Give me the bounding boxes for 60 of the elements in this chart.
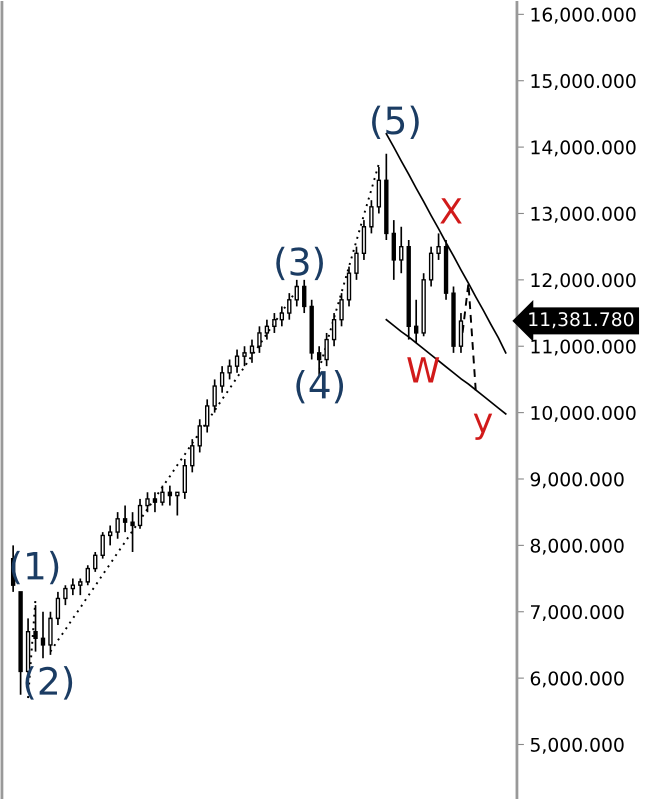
candlestick [168, 484, 172, 506]
candlestick [78, 578, 83, 596]
candlestick [152, 491, 158, 514]
annotation: (3) [276, 246, 323, 280]
candlestick [302, 279, 306, 314]
candlestick [145, 491, 150, 514]
annotation: X [440, 198, 462, 224]
candlestick [40, 610, 46, 660]
candlestick [220, 365, 224, 394]
candlestick [436, 232, 441, 261]
y-tick-label: 11,000.000 [532, 339, 636, 356]
candlestick [115, 511, 120, 540]
y-tick-label: 13,000.000 [532, 206, 636, 223]
candlestick [354, 246, 359, 281]
candlestick [63, 584, 68, 606]
candlestick [160, 484, 165, 506]
candlestick [399, 226, 404, 274]
y-tick-label: 10,000.000 [532, 406, 636, 422]
y-tick-label: 14,000.000 [532, 140, 636, 156]
candlestick [369, 199, 374, 234]
annotation: y [474, 414, 492, 440]
candlestick [205, 398, 210, 434]
candlestick [130, 511, 135, 553]
text: 11,381.780 [529, 312, 634, 328]
annotation: W [407, 357, 440, 383]
candlestick [257, 325, 262, 354]
candlestick [250, 338, 254, 364]
annotation: (5) [372, 106, 419, 139]
y-tick-label: 9,000.000 [530, 472, 624, 488]
annotation: (4) [296, 370, 344, 404]
candlestick [332, 312, 336, 348]
candlestick [287, 292, 292, 321]
candlestick [70, 578, 76, 596]
y-tick-label: 5,000.000 [530, 738, 624, 754]
y-tick-label: 8,000.000 [530, 538, 624, 555]
y-tick-label: 7,000.000 [530, 604, 624, 622]
candlestick [138, 498, 142, 530]
candlestick [324, 332, 329, 367]
candlestick [198, 418, 202, 454]
candlestick [190, 438, 194, 474]
candlestick [280, 306, 284, 328]
candlestick [264, 318, 270, 340]
candlestick [93, 551, 98, 573]
y-tick-label: 12,000.000 [532, 273, 636, 290]
y-tick-label: 16,000.000 [532, 8, 636, 24]
candlestick [242, 345, 247, 367]
candlestick [86, 564, 90, 586]
candlestick [56, 590, 60, 626]
candlestick [339, 292, 344, 328]
y-tick-label: 6,000.000 [530, 671, 624, 688]
candlestick [122, 504, 128, 533]
annotation: (2) [25, 666, 72, 700]
candlestick [108, 524, 112, 546]
candlestick [175, 491, 180, 516]
candlestick [100, 531, 105, 560]
candlestick [227, 358, 232, 380]
candlestick [272, 312, 277, 334]
candlestick [234, 348, 240, 374]
y-tick-label: 15,000.000 [532, 74, 636, 90]
candlestick [212, 378, 217, 414]
